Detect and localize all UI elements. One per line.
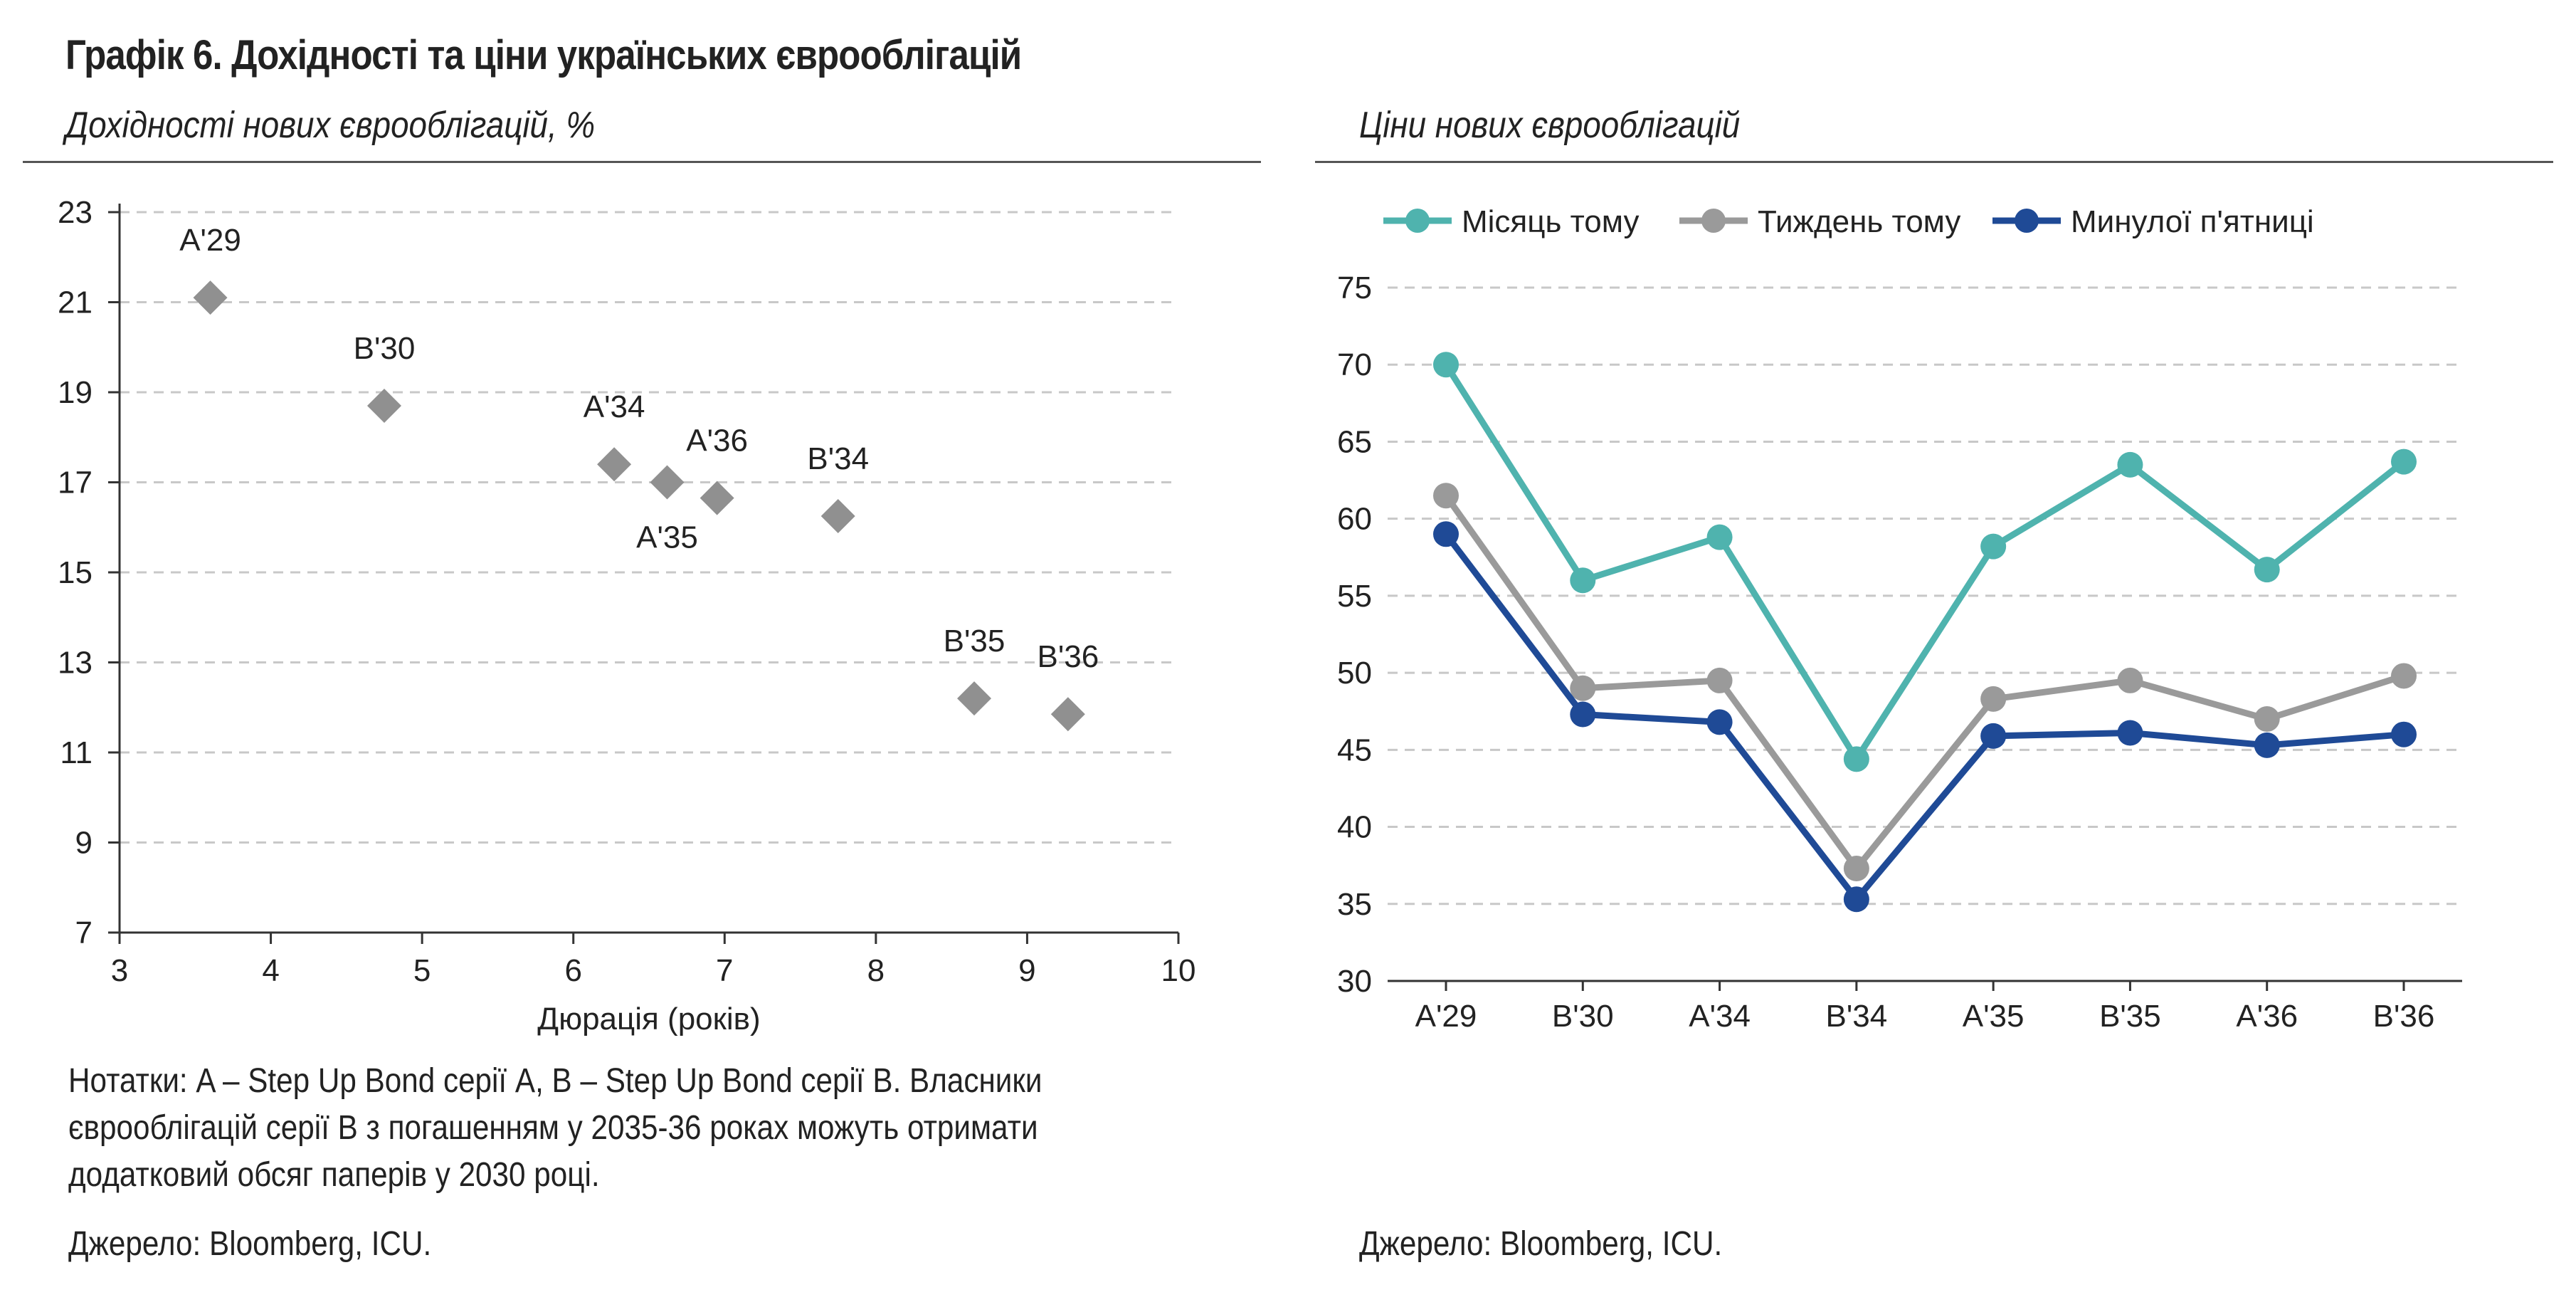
scatter-point bbox=[700, 481, 734, 515]
scatter-point bbox=[193, 280, 228, 315]
scatter-point-label: B'36 bbox=[1037, 639, 1099, 674]
left-y-tick-label: 15 bbox=[58, 555, 93, 590]
left-x-tick-label: 9 bbox=[1018, 953, 1035, 988]
legend-marker bbox=[2015, 209, 2039, 233]
scatter-point bbox=[597, 447, 632, 482]
left-y-tick-label: 13 bbox=[58, 646, 93, 681]
right-y-tick-label: 30 bbox=[1337, 964, 1372, 999]
series-point bbox=[1433, 352, 1459, 378]
series-line bbox=[1443, 493, 2405, 872]
series-point bbox=[1980, 686, 2007, 712]
left-x-tick-label: 6 bbox=[564, 953, 581, 988]
left-y-tick-label: 19 bbox=[58, 375, 93, 410]
right-x-tick-label: A'34 bbox=[1689, 999, 1751, 1034]
scatter-point-label: A'35 bbox=[636, 520, 698, 555]
right-y-tick-label: 75 bbox=[1337, 271, 1372, 305]
series-point bbox=[1433, 483, 1459, 509]
series-line bbox=[1443, 532, 2405, 903]
series-point bbox=[2391, 663, 2417, 689]
right-y-tick-label: 40 bbox=[1337, 810, 1372, 845]
right-y-tick-label: 35 bbox=[1337, 887, 1372, 922]
scatter-point bbox=[1050, 697, 1085, 732]
series-point bbox=[1843, 886, 1869, 913]
right-x-tick-label: A'36 bbox=[2236, 999, 2298, 1034]
series-point bbox=[2117, 667, 2143, 693]
series-line bbox=[1443, 362, 2406, 762]
left-y-tick-label: 21 bbox=[58, 285, 93, 320]
legend-label: Тиждень тому bbox=[1758, 204, 1960, 239]
series-point bbox=[2254, 706, 2280, 733]
right-x-tick-label: B'35 bbox=[2099, 999, 2161, 1034]
left-x-tick-label: 10 bbox=[1161, 953, 1196, 988]
scatter-point-label: A'34 bbox=[584, 389, 645, 424]
legend-marker bbox=[1701, 209, 1726, 233]
series-point bbox=[2391, 448, 2417, 475]
left-y-tick-label: 11 bbox=[60, 735, 93, 770]
left-y-tick-label: 7 bbox=[75, 915, 93, 950]
left-x-tick-label: 7 bbox=[716, 953, 733, 988]
series-point bbox=[1843, 855, 1869, 881]
left-y-tick-label: 17 bbox=[58, 466, 93, 500]
left-chart-subtitle: Дохідності нових єврооблігацій, % bbox=[65, 105, 596, 146]
legend-label: Місяць тому bbox=[1462, 204, 1639, 239]
series-point bbox=[1706, 709, 1733, 735]
series-point bbox=[2117, 720, 2143, 746]
series-point bbox=[1843, 746, 1869, 772]
series-point bbox=[1570, 567, 1596, 594]
left-x-tick-label: 5 bbox=[413, 953, 431, 988]
right-y-tick-label: 50 bbox=[1337, 656, 1372, 691]
series-point bbox=[1706, 524, 1733, 550]
scatter-point bbox=[367, 388, 401, 423]
notes-text: Нотатки: A – Step Up Bond серії A, B – S… bbox=[68, 1062, 1042, 1194]
right-x-tick-label: A'29 bbox=[1415, 999, 1477, 1034]
right-y-tick-label: 70 bbox=[1337, 347, 1372, 382]
scatter-point-label: B'30 bbox=[354, 331, 416, 366]
right-x-tick-label: B'36 bbox=[2373, 999, 2435, 1034]
right-source: Джерело: Bloomberg, ICU. bbox=[1359, 1225, 1723, 1263]
right-x-tick-label: B'34 bbox=[1826, 999, 1888, 1034]
right-y-tick-label: 45 bbox=[1337, 733, 1372, 767]
series-point bbox=[1570, 675, 1596, 701]
right-title-rule bbox=[1315, 161, 2553, 163]
left-title-rule bbox=[23, 161, 1261, 163]
left-x-tick-label: 4 bbox=[262, 953, 279, 988]
right-y-tick-label: 55 bbox=[1337, 579, 1372, 614]
series-point bbox=[2254, 557, 2280, 583]
left-source: Джерело: Bloomberg, ICU. bbox=[68, 1225, 432, 1263]
left-x-tick-label: 8 bbox=[867, 953, 885, 988]
right-x-tick-label: B'30 bbox=[1552, 999, 1614, 1034]
left-x-tick-label: 3 bbox=[111, 953, 128, 988]
scatter-point-label: B'34 bbox=[807, 441, 869, 476]
left-x-axis-title: Дюрація (років) bbox=[537, 1002, 760, 1036]
series-point bbox=[2117, 451, 2143, 478]
scatter-point-label: A'36 bbox=[686, 424, 748, 458]
series-point bbox=[1706, 667, 1733, 693]
series-point bbox=[1570, 701, 1596, 728]
right-y-tick-label: 65 bbox=[1337, 424, 1372, 459]
series-point bbox=[1433, 521, 1459, 547]
left-y-tick-label: 9 bbox=[75, 826, 93, 861]
scatter-point bbox=[820, 498, 855, 533]
scatter-point-label: B'35 bbox=[944, 624, 1005, 658]
scatter-point bbox=[957, 681, 992, 716]
legend-marker bbox=[1405, 209, 1430, 233]
series-point bbox=[1980, 533, 2007, 560]
right-y-tick-label: 60 bbox=[1337, 502, 1372, 537]
right-chart-subtitle: Ціни нових єврооблігацій bbox=[1359, 105, 1741, 146]
scatter-point bbox=[650, 465, 685, 500]
legend-label: Минулої п'ятниці bbox=[2071, 204, 2314, 239]
series-point bbox=[2254, 732, 2280, 758]
figure-title: Графік 6. Дохідності та ціни українських… bbox=[65, 32, 1022, 78]
series-point bbox=[1980, 723, 2007, 749]
scatter-point-label: A'29 bbox=[179, 223, 241, 258]
right-x-tick-label: A'35 bbox=[1963, 999, 2025, 1034]
left-y-tick-label: 23 bbox=[58, 195, 93, 230]
series-point bbox=[2391, 721, 2417, 747]
